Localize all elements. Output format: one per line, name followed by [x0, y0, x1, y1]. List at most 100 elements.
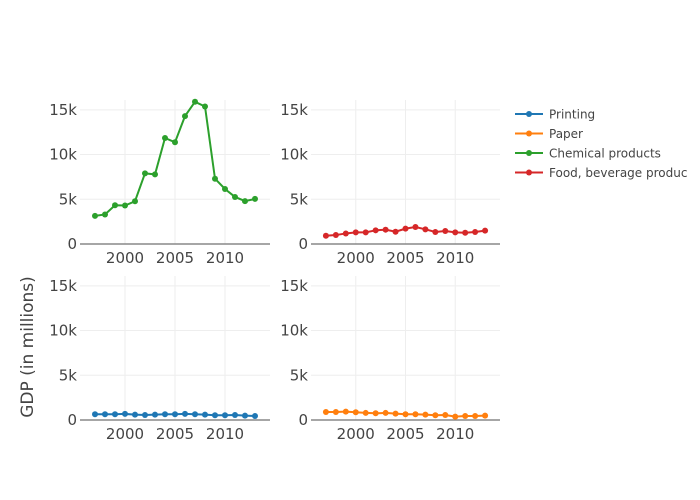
x-tick-label: 2010 — [206, 425, 244, 443]
data-point — [112, 411, 118, 418]
data-point — [372, 410, 379, 417]
y-tick-label: 0 — [298, 411, 308, 429]
data-point — [362, 229, 369, 236]
y-tick-label: 5k — [290, 366, 309, 384]
data-point — [372, 227, 379, 234]
data-point — [342, 408, 349, 415]
legend-item[interactable]: Food, beverage produc — [515, 166, 687, 180]
data-point — [412, 224, 419, 231]
data-point — [122, 202, 128, 209]
data-point — [342, 230, 349, 237]
data-point — [382, 409, 389, 416]
data-point — [102, 411, 108, 418]
data-point — [322, 408, 329, 415]
data-point — [212, 175, 218, 182]
x-tick-label: 2005 — [386, 425, 424, 443]
data-point — [202, 411, 208, 418]
data-point — [452, 229, 459, 236]
data-point — [122, 410, 128, 417]
legend-item[interactable]: Printing — [515, 108, 595, 122]
data-point — [152, 411, 158, 418]
legend-label: Paper — [549, 127, 583, 141]
data-point — [472, 229, 479, 236]
legend-marker-icon — [526, 150, 532, 156]
data-point — [192, 411, 198, 418]
x-tick-label: 2000 — [337, 425, 375, 443]
data-point — [142, 170, 148, 177]
data-point — [482, 412, 489, 419]
y-tick-label: 0 — [67, 411, 77, 429]
data-point — [442, 228, 449, 235]
data-point — [172, 411, 178, 418]
data-point — [182, 113, 188, 120]
data-point — [232, 411, 238, 418]
data-point — [92, 212, 98, 219]
y-tick-label: 10k — [280, 322, 308, 340]
data-point — [352, 229, 359, 236]
legend-marker-icon — [526, 130, 532, 137]
data-point — [102, 211, 108, 218]
data-point — [112, 202, 118, 209]
subplot-bottom-right: 2000 2005 2010 0 5k 10k 15k — [280, 276, 500, 443]
y-tick-label: 15k — [280, 101, 308, 119]
data-point — [252, 195, 258, 202]
data-point — [352, 409, 359, 416]
x-tick-label: 2000 — [337, 249, 375, 267]
y-tick-label: 10k — [49, 322, 77, 340]
data-point — [332, 408, 339, 415]
y-tick-label: 10k — [280, 146, 308, 164]
legend-item[interactable]: Paper — [515, 127, 583, 141]
data-point — [192, 98, 198, 105]
data-point — [452, 413, 459, 420]
data-point — [232, 193, 238, 200]
data-point — [172, 139, 178, 146]
x-tick-label: 2010 — [436, 425, 474, 443]
data-point — [432, 412, 439, 419]
x-tick-label: 2000 — [106, 425, 144, 443]
data-point — [132, 411, 138, 418]
data-point — [432, 229, 439, 236]
data-point — [402, 225, 409, 232]
data-point — [412, 411, 419, 418]
legend-label: Food, beverage produc — [549, 166, 687, 180]
data-point — [212, 412, 218, 419]
data-point — [202, 103, 208, 110]
subplot-top-left: 2000 2005 2010 0 5k 10k 15k — [49, 98, 270, 267]
y-tick-label: 15k — [49, 277, 77, 295]
y-tick-label: 5k — [290, 190, 309, 208]
y-tick-label: 15k — [280, 277, 308, 295]
data-point — [382, 226, 389, 233]
data-point — [362, 409, 369, 416]
y-axis-title: GDP (in millions) — [18, 276, 38, 418]
legend-label: Chemical products — [549, 147, 661, 161]
legend: Printing Paper Chemical products Food, beve… — [515, 108, 687, 180]
y-tick-label: 0 — [298, 235, 308, 253]
data-point — [472, 412, 479, 419]
data-point — [222, 185, 228, 192]
y-tick-label: 15k — [49, 101, 77, 119]
legend-marker-icon — [526, 111, 532, 117]
data-point — [442, 411, 449, 418]
data-point — [422, 411, 429, 418]
data-point — [132, 198, 138, 205]
data-point — [162, 135, 168, 142]
subplot-top-right: 2000 2005 2010 0 5k 10k 15k — [280, 100, 500, 267]
y-tick-label: 0 — [67, 235, 77, 253]
data-point — [322, 232, 329, 239]
data-point — [482, 227, 489, 234]
x-tick-label: 2010 — [436, 249, 474, 267]
data-point — [182, 410, 188, 417]
data-point — [92, 411, 98, 418]
data-point — [242, 412, 248, 419]
data-point — [392, 228, 399, 235]
legend-item[interactable]: Chemical products — [515, 147, 661, 161]
y-tick-label: 10k — [49, 146, 77, 164]
data-point — [222, 412, 228, 419]
data-point — [142, 411, 148, 418]
data-point — [422, 226, 429, 233]
x-tick-label: 2010 — [206, 249, 244, 267]
x-tick-label: 2000 — [106, 249, 144, 267]
data-point — [242, 198, 248, 205]
data-point — [462, 229, 469, 236]
